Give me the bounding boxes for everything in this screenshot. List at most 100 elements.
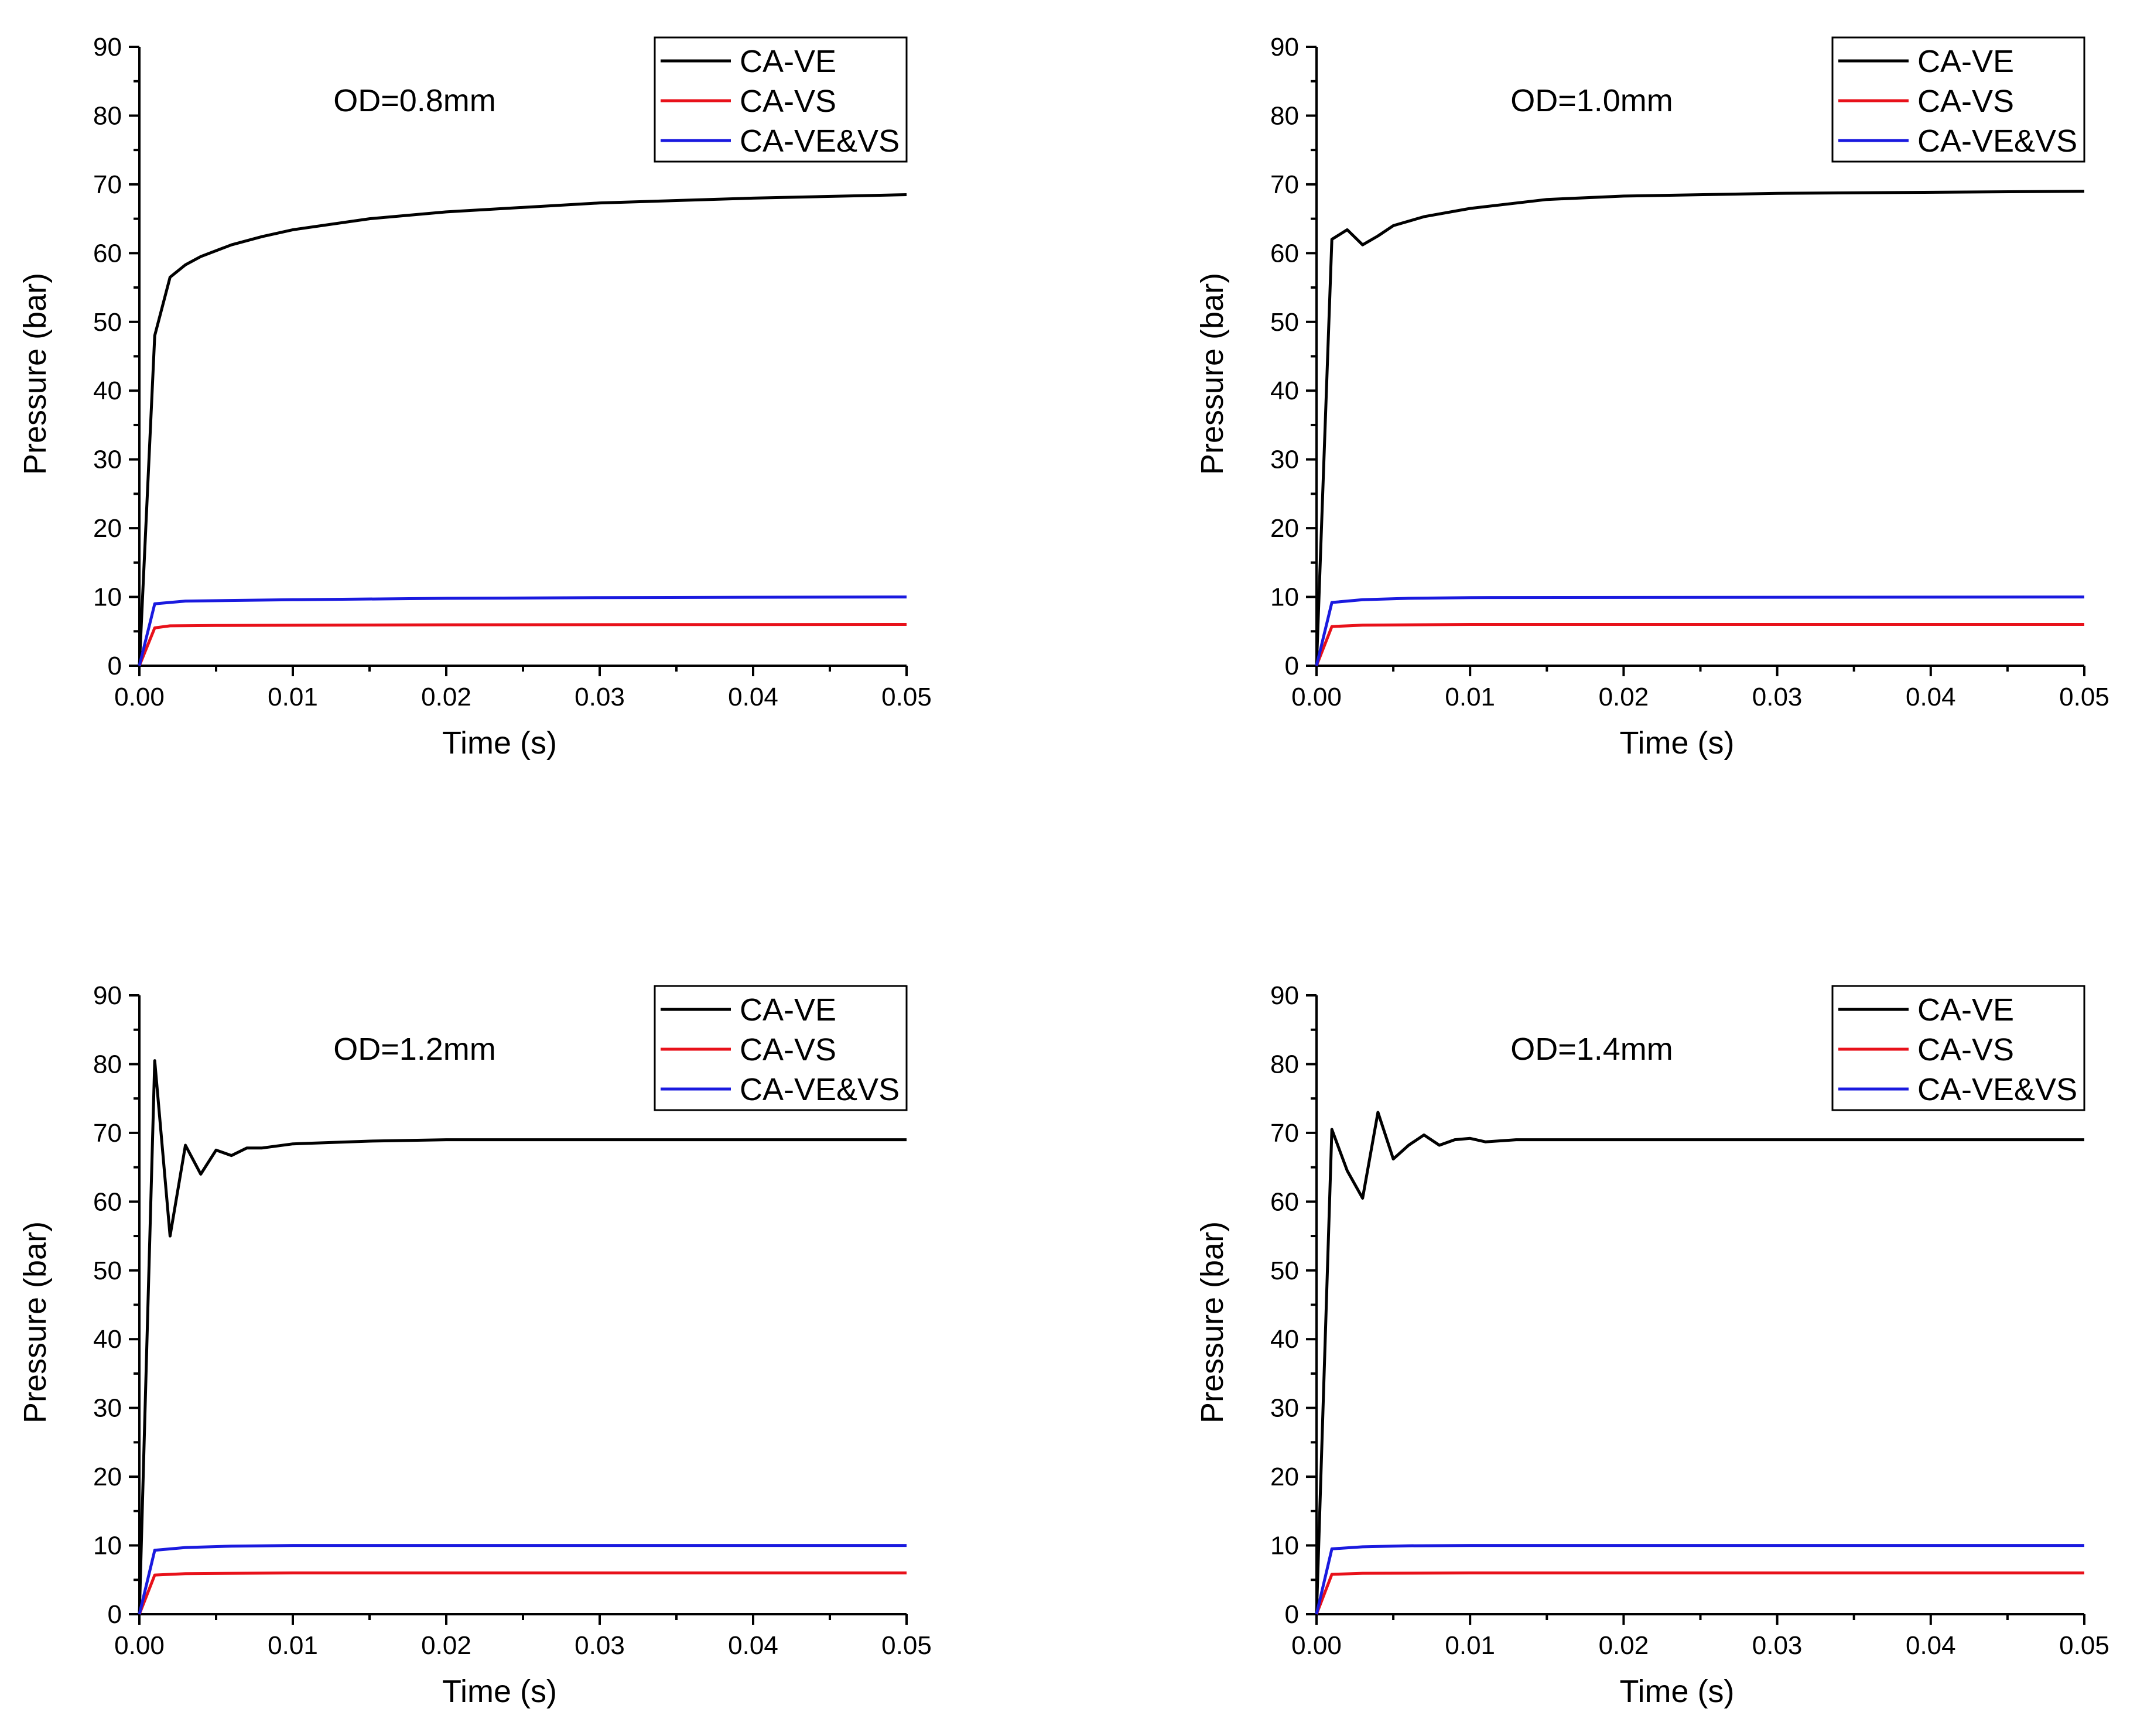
- x-tick-label: 0.01: [1445, 683, 1495, 711]
- y-tick-label: 10: [93, 1532, 122, 1560]
- x-tick-label: 0.00: [114, 683, 165, 711]
- series-line-ca-vs: [1315, 623, 2084, 666]
- y-tick-label: 10: [1270, 583, 1299, 612]
- legend-label: CA-VE&VS: [740, 1072, 900, 1107]
- series-line-ca-vs: [138, 623, 907, 666]
- y-axis-title: Pressure (bar): [18, 1221, 53, 1423]
- legend: CA-VE CA-VS CA-VE&VS: [1831, 985, 2085, 1111]
- legend-label: CA-VE&VS: [1917, 1072, 2077, 1107]
- x-axis-title: Time (s): [442, 725, 557, 761]
- y-tick-label: 30: [93, 446, 122, 474]
- od-annotation: OD=1.4mm: [1510, 1032, 1673, 1067]
- x-tick-label: 0.05: [881, 1631, 932, 1660]
- y-tick-label: 0: [108, 652, 122, 680]
- y-tick-label: 90: [93, 33, 122, 61]
- legend-label: CA-VS: [740, 84, 836, 119]
- series-line-ca-ve: [138, 1059, 907, 1615]
- y-tick-label: 60: [93, 239, 122, 268]
- y-tick-label: 70: [1270, 1119, 1299, 1148]
- x-tick-label: 0.03: [575, 1631, 625, 1660]
- legend: CA-VE CA-VS CA-VE&VS: [654, 985, 908, 1111]
- y-axis-title: Pressure (bar): [1195, 273, 1230, 475]
- y-tick-label: 40: [93, 1325, 122, 1354]
- y-tick-label: 0: [108, 1600, 122, 1629]
- x-tick-label: 0.03: [1752, 683, 1803, 711]
- chart-panel-2: 0 10 20 30 40 50 60 70 80 90 0.00 0.01 0.02 0.03 0.04 0…: [1195, 33, 2109, 761]
- y-tick-label: 20: [93, 1463, 122, 1491]
- legend-label: CA-VS: [1917, 1032, 2014, 1067]
- legend-label: CA-VE&VS: [1917, 124, 2077, 159]
- x-tick-label: 0.05: [2059, 1631, 2109, 1660]
- x-tick-label: 0.04: [1906, 1631, 1956, 1660]
- legend: CA-VE CA-VS CA-VE&VS: [1831, 36, 2085, 163]
- y-tick-label: 70: [1270, 170, 1299, 199]
- x-tick-label: 0.00: [114, 1631, 165, 1660]
- y-tick-label: 60: [1270, 239, 1299, 268]
- x-axis-title: Time (s): [1620, 1674, 1735, 1709]
- x-tick-label: 0.01: [1445, 1631, 1495, 1660]
- series-line-ca-ve-vs: [138, 595, 907, 666]
- legend-label: CA-VS: [740, 1032, 836, 1067]
- x-tick-label: 0.02: [421, 1631, 471, 1660]
- x-tick-label: 0.01: [268, 1631, 318, 1660]
- series-line-ca-ve-vs: [138, 1544, 907, 1615]
- y-axis-title: Pressure (bar): [1195, 1221, 1230, 1423]
- legend-label: CA-VE&VS: [740, 124, 900, 159]
- series-line-ca-ve-vs: [1315, 595, 2085, 666]
- x-axis-title: Time (s): [1620, 725, 1735, 761]
- y-tick-label: 30: [93, 1394, 122, 1423]
- series-line-ca-vs: [1315, 1571, 2084, 1615]
- y-tick-label: 80: [1270, 101, 1299, 130]
- y-tick-label: 20: [1270, 514, 1299, 543]
- od-annotation: OD=0.8mm: [333, 83, 496, 118]
- y-tick-label: 90: [1270, 981, 1299, 1010]
- x-tick-label: 0.02: [1599, 683, 1649, 711]
- od-annotation: OD=1.2mm: [333, 1032, 496, 1067]
- y-tick-label: 30: [1270, 446, 1299, 474]
- x-tick-label: 0.03: [1752, 1631, 1803, 1660]
- y-tick-label: 20: [93, 514, 122, 543]
- series-line-ca-vs: [138, 1571, 907, 1615]
- x-tick-label: 0.03: [575, 683, 625, 711]
- y-tick-label: 10: [1270, 1532, 1299, 1560]
- legend-label: CA-VE: [740, 992, 836, 1028]
- x-tick-label: 0.02: [1599, 1631, 1649, 1660]
- y-tick-label: 0: [1285, 1600, 1299, 1629]
- od-annotation: OD=1.0mm: [1510, 83, 1673, 118]
- y-tick-label: 80: [1270, 1050, 1299, 1078]
- chart-panel-3: 0 10 20 30 40 50 60 70 80 90 0.00 0.01 0.02 0.03 0.04 0…: [18, 981, 932, 1709]
- y-tick-label: 20: [1270, 1463, 1299, 1491]
- y-tick-label: 40: [1270, 376, 1299, 405]
- y-tick-label: 60: [1270, 1187, 1299, 1216]
- chart-panel-1: 0 10 20 30 40 50 60 70 80 90 0.00 0.01 0.02 0.03 0.04 0…: [18, 33, 932, 761]
- y-axis-title: Pressure (bar): [18, 273, 53, 475]
- legend-label: CA-VE: [1917, 44, 2014, 79]
- x-tick-label: 0.05: [2059, 683, 2109, 711]
- series-line-ca-ve: [1315, 1111, 2084, 1615]
- y-tick-label: 90: [93, 981, 122, 1010]
- series-line-ca-ve: [138, 193, 907, 666]
- y-tick-label: 10: [93, 583, 122, 612]
- y-tick-label: 70: [93, 170, 122, 199]
- y-tick-label: 50: [1270, 308, 1299, 337]
- y-tick-label: 80: [93, 1050, 122, 1078]
- legend-label: CA-VS: [1917, 84, 2014, 119]
- chart-panel-4: 0 10 20 30 40 50 60 70 80 90 0.00 0.01 0.02 0.03 0.04 0…: [1195, 981, 2109, 1709]
- x-axis-title: Time (s): [442, 1674, 557, 1709]
- x-tick-label: 0.01: [268, 683, 318, 711]
- series-line-ca-ve: [1315, 190, 2085, 666]
- x-tick-label: 0.05: [881, 683, 932, 711]
- y-tick-label: 70: [93, 1119, 122, 1148]
- y-tick-label: 40: [93, 376, 122, 405]
- series-line-ca-ve-vs: [1315, 1544, 2084, 1615]
- x-tick-label: 0.00: [1291, 683, 1342, 711]
- y-tick-label: 80: [93, 101, 122, 130]
- y-tick-label: 0: [1285, 652, 1299, 680]
- x-tick-label: 0.02: [421, 683, 471, 711]
- legend-label: CA-VE: [1917, 992, 2014, 1028]
- x-tick-label: 0.04: [1906, 683, 1956, 711]
- legend-label: CA-VE: [740, 44, 836, 79]
- y-tick-label: 50: [93, 1256, 122, 1285]
- x-tick-label: 0.04: [728, 683, 778, 711]
